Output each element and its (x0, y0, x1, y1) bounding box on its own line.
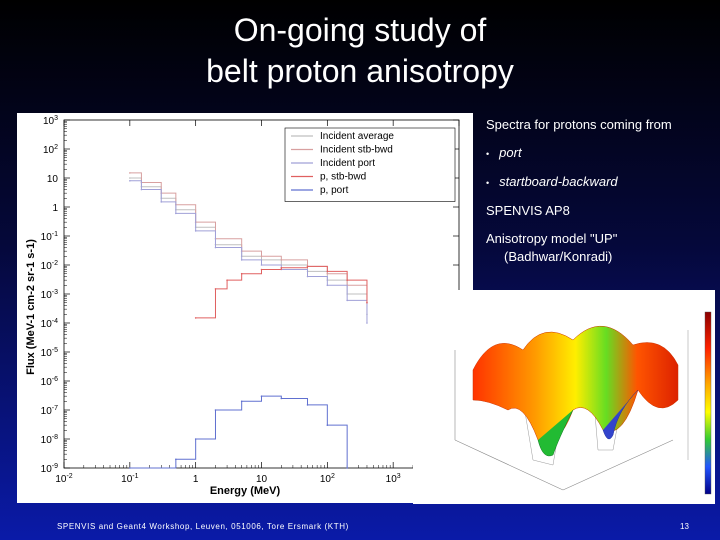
series-5-point (306, 404, 309, 406)
y-tick-label: 10-4 (41, 318, 58, 330)
series-5-point (280, 397, 283, 400)
series-3-point (366, 322, 368, 324)
series-5-point (194, 438, 197, 440)
series-3-point (129, 180, 131, 182)
anisotropy-text-2: (Badhwar/Konradi) (504, 249, 613, 264)
series-3-point (194, 230, 197, 232)
x-tick-label: 102 (320, 473, 335, 485)
y-tick-label: 1 (52, 203, 58, 214)
series-line-3 (129, 180, 368, 323)
series-3-point (346, 299, 348, 302)
legend-entry: Incident port (320, 158, 375, 169)
x-tick-label: 10 (256, 474, 268, 485)
legend-box (284, 127, 456, 202)
spectrum-plot: 103 102 10 1 10-1 10-2 10-3 10-4 10-5 10-6 10-7 10-… (17, 113, 473, 503)
series-3-point (326, 284, 329, 287)
surface-dip-green (537, 409, 574, 457)
bullet-port: • port (486, 144, 716, 163)
x-axis-label: Energy (MeV) (209, 485, 281, 497)
series-5-point (175, 458, 177, 461)
series-4-point (240, 272, 243, 275)
legend-entry: Incident stb-bwd (320, 145, 393, 156)
series-5-point (346, 467, 348, 469)
y-tick-label: 10-2 (41, 260, 58, 272)
surface-y-axis (562, 439, 674, 491)
series-4-point (226, 279, 228, 281)
surface-dip-blue (602, 389, 639, 440)
slide-title-line-1: On-going study of (233, 12, 487, 48)
series-1-point (129, 177, 131, 179)
series-line-5 (129, 395, 348, 469)
side-notes: Spectra for protons coming from • port • s… (486, 116, 716, 266)
bullet-dot-icon: • (486, 178, 490, 188)
series-5-point (260, 395, 263, 397)
legend-entry: p, port (320, 185, 349, 196)
series-4-point (260, 268, 263, 271)
series-3-point (175, 212, 177, 215)
bullet-stb-label: startboard-backward (499, 174, 618, 189)
legend-entry: p, stb-bwd (320, 172, 366, 183)
x-tick-label: 10-1 (121, 473, 138, 485)
series-4-point (194, 317, 197, 319)
series-4-point (326, 270, 329, 273)
series-2-point (260, 255, 263, 258)
x-tick-label: 103 (386, 473, 401, 485)
series-4-point (366, 301, 368, 304)
model-text: SPENVIS AP8 (486, 203, 570, 218)
spectrum-chart-svg: 10310210110-110-210-310-410-510-610-710-… (41, 115, 467, 485)
series-4-point (214, 288, 217, 290)
surface-plot-svg (454, 311, 712, 495)
surface-mesh (472, 325, 679, 443)
series-4-point (346, 279, 348, 281)
series-3-point (160, 201, 163, 203)
surface-x-axis (454, 439, 564, 491)
series-5-point (240, 400, 243, 403)
x-tick-label: 10-2 (55, 473, 72, 485)
series-2-point (129, 172, 131, 174)
series-3-point (140, 188, 143, 191)
side-intro-text: Spectra for protons coming from (486, 117, 672, 132)
series-4-point (280, 267, 283, 269)
series-3-point (260, 264, 263, 266)
y-axis-label: Flux (MeV-1 cm-2 sr-1 s-1) (25, 239, 37, 375)
y-tick-label: 10-9 (41, 463, 58, 475)
bullet-startboard-backward: • startboard-backward (486, 173, 716, 192)
y-tick-label: 10 (47, 174, 59, 185)
y-tick-label: 10-5 (41, 347, 58, 359)
slide-title: On-going study of belt proton anisotropy (0, 10, 720, 92)
x-tick-label: 1 (193, 474, 199, 485)
series-5-point (326, 424, 329, 426)
series-3-point (214, 246, 217, 249)
y-tick-label: 102 (43, 144, 58, 156)
slide-title-line-2: belt proton anisotropy (206, 53, 514, 89)
series-3-point (240, 259, 243, 261)
legend-entry: Incident average (320, 131, 394, 142)
bullet-port-label: port (499, 145, 522, 160)
series-3-point (306, 275, 309, 278)
y-tick-label: 103 (43, 115, 58, 127)
y-tick-label: 10-6 (41, 376, 58, 388)
anisotropy-surface-image (413, 290, 715, 504)
series-5-point (129, 467, 131, 469)
series-2-point (280, 259, 283, 261)
y-tick-label: 10-1 (41, 231, 58, 243)
y-tick-label: 10-7 (41, 405, 58, 417)
bullet-dot-icon: • (486, 149, 490, 159)
anisotropy-text-1: Anisotropy model "UP" (486, 231, 618, 246)
series-5-point (214, 409, 217, 411)
slide-footer: SPENVIS and Geant4 Workshop, Leuven, 051… (57, 522, 349, 531)
y-tick-label: 10-3 (41, 289, 58, 301)
series-4-point (306, 265, 309, 268)
series-line-4 (195, 265, 368, 319)
series-2-point (326, 272, 329, 275)
y-tick-label: 10-8 (41, 434, 58, 446)
page-number: 13 (680, 522, 689, 531)
surface-colorbar (704, 311, 712, 495)
